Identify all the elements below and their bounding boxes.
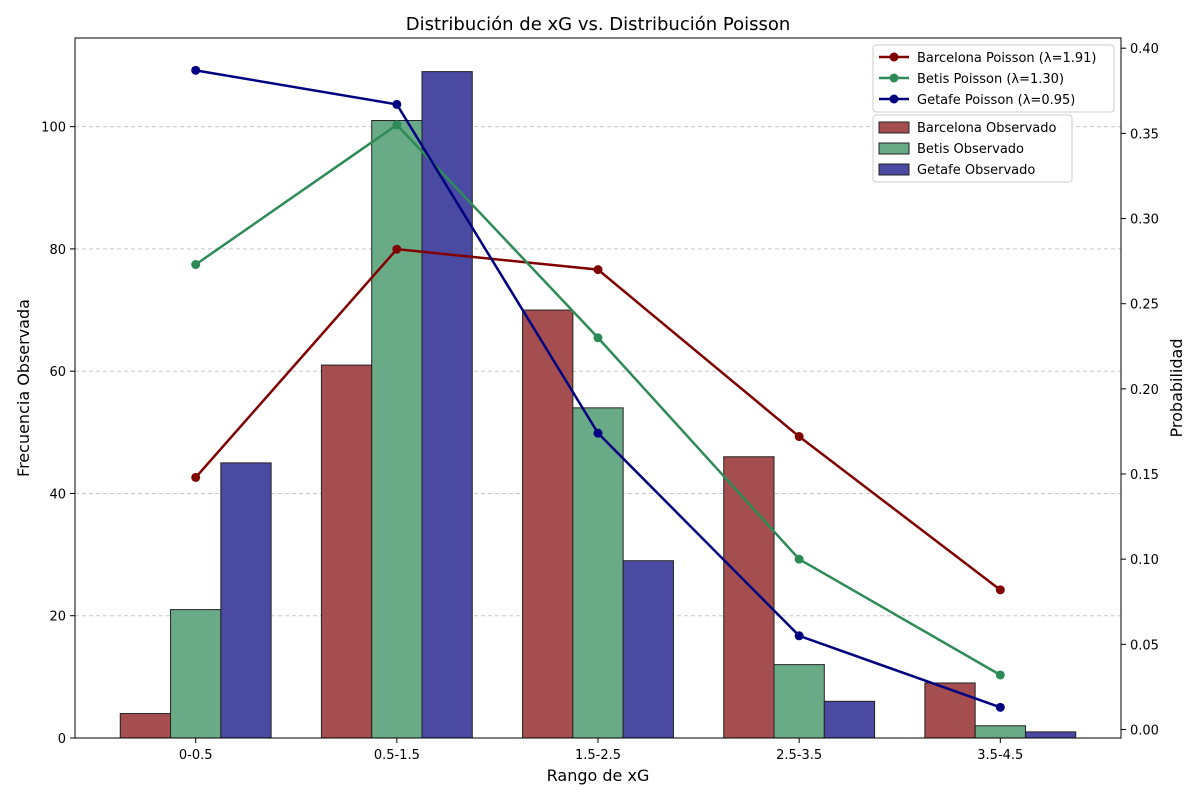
point-betis-poisson-1-30-3 <box>794 554 804 564</box>
bar-betis-observado-2 <box>572 407 624 739</box>
bar-getafe-observado-3 <box>823 700 876 739</box>
y-right-tick-label: 0.35 <box>1130 127 1159 142</box>
y-right-tick-label: 0.15 <box>1130 468 1159 483</box>
legend-lines: Barcelona Poisson (λ=1.91) Betis Poisson … <box>872 44 1115 113</box>
legend-bar-swatch <box>878 142 910 155</box>
y-right-tick-label: 0.30 <box>1130 213 1159 228</box>
point-betis-poisson-1-30-2 <box>593 333 603 343</box>
point-getafe-poisson-0-95-4 <box>995 702 1005 712</box>
y-tick-label: 60 <box>49 365 66 380</box>
legend-bars: Barcelona Observado Betis Observado Getafe… <box>872 114 1073 183</box>
legend-line-label: Betis Poisson (λ=1.30) <box>917 72 1064 87</box>
bar-getafe-observado-4 <box>1024 731 1077 739</box>
x-axis: 0-0.5 0.5-1.5 1.5-2.5 2.5-3.5 3.5-4.5 <box>179 738 1023 763</box>
x-tick-label: 0-0.5 <box>179 748 213 763</box>
x-tick-label: 1.5-2.5 <box>575 748 621 763</box>
bar-getafe-observado-2 <box>622 560 674 739</box>
point-barcelona-poisson-1-91-2 <box>593 265 603 275</box>
legend-bar-swatch <box>878 121 910 134</box>
x-axis-label: Rango de xG <box>547 766 650 785</box>
bar-betis-observado-0 <box>170 609 222 739</box>
legend-line-marker <box>889 73 899 83</box>
point-betis-poisson-1-30-1 <box>392 120 402 130</box>
legend-line-label: Barcelona Poisson (λ=1.91) <box>917 51 1096 66</box>
y-tick-label: 0 <box>58 732 66 747</box>
point-getafe-poisson-0-95-1 <box>392 99 402 109</box>
bar-barcelona-observado-1 <box>320 364 373 739</box>
bar-barcelona-observado-3 <box>723 456 775 739</box>
bars <box>119 71 1077 739</box>
chart-title: Distribución de xG vs. Distribución Pois… <box>406 14 791 35</box>
y-tick-label: 100 <box>41 121 66 136</box>
legend-bar-swatch <box>878 163 910 176</box>
x-tick-label: 2.5-3.5 <box>776 748 822 763</box>
point-getafe-poisson-0-95-3 <box>794 631 804 641</box>
y-right-tick-label: 0.00 <box>1130 723 1159 738</box>
left-axis: 0 20 40 60 80 100 <box>41 121 75 747</box>
legend-bar-label: Getafe Observado <box>917 163 1035 178</box>
y-axis-label: Frecuencia Observada <box>14 299 33 477</box>
y-right-tick-label: 0.10 <box>1130 553 1159 568</box>
point-barcelona-poisson-1-91-0 <box>191 472 201 482</box>
legend-bar-label: Barcelona Observado <box>917 121 1057 136</box>
bar-betis-observado-1 <box>371 120 423 739</box>
legend-line-marker <box>889 52 899 62</box>
point-barcelona-poisson-1-91-4 <box>995 585 1005 595</box>
bar-barcelona-observado-4 <box>924 682 976 739</box>
point-betis-poisson-1-30-4 <box>995 670 1005 680</box>
point-barcelona-poisson-1-91-3 <box>794 432 804 442</box>
x-tick-label: 0.5-1.5 <box>374 748 420 763</box>
point-barcelona-poisson-1-91-1 <box>392 244 402 254</box>
lines <box>191 65 1005 712</box>
bar-betis-observado-3 <box>773 664 825 739</box>
y-right-tick-label: 0.05 <box>1130 638 1159 653</box>
bar-betis-observado-4 <box>974 725 1026 739</box>
legend-line-marker <box>889 94 899 104</box>
x-tick-label: 3.5-4.5 <box>977 748 1023 763</box>
legend-lines-box <box>872 44 1115 113</box>
legend-line-label: Getafe Poisson (λ=0.95) <box>917 93 1075 108</box>
y-right-tick-label: 0.20 <box>1130 383 1159 398</box>
legend-bar-label: Betis Observado <box>917 142 1024 157</box>
point-getafe-poisson-0-95-2 <box>593 428 603 438</box>
y-right-tick-label: 0.40 <box>1130 42 1159 57</box>
right-axis: 0.00 0.05 0.10 0.15 0.20 0.25 0.30 0.35 0.40 <box>1121 42 1159 738</box>
y-tick-label: 80 <box>49 243 66 258</box>
y-axis-right-label: Probabilidad <box>1167 339 1186 438</box>
bar-barcelona-observado-0 <box>119 713 172 739</box>
bar-getafe-observado-1 <box>421 71 473 739</box>
bar-barcelona-observado-2 <box>522 309 574 739</box>
y-tick-label: 40 <box>49 487 66 502</box>
bar-getafe-observado-0 <box>220 462 272 739</box>
y-tick-label: 20 <box>49 610 66 625</box>
point-getafe-poisson-0-95-0 <box>191 65 201 75</box>
point-betis-poisson-1-30-0 <box>191 260 201 270</box>
legend-bars-box <box>872 114 1073 183</box>
y-right-tick-label: 0.25 <box>1130 298 1159 313</box>
